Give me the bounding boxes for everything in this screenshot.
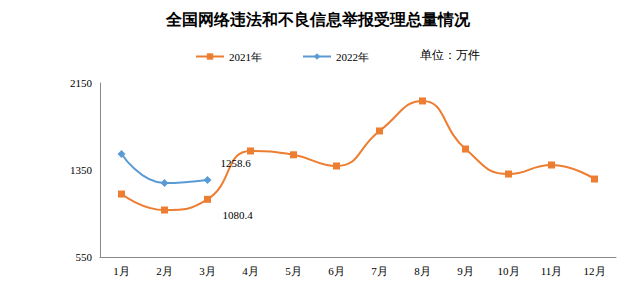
- svg-text:550: 550: [76, 251, 93, 263]
- svg-text:2022年: 2022年: [336, 51, 369, 63]
- svg-text:全国网络违法和不良信息举报受理总量情况: 全国网络违法和不良信息举报受理总量情况: [165, 11, 471, 28]
- svg-text:1月: 1月: [113, 265, 130, 277]
- svg-text:12月: 12月: [584, 265, 606, 277]
- svg-text:9月: 9月: [457, 265, 474, 277]
- svg-text:2150: 2150: [70, 77, 93, 89]
- svg-text:4月: 4月: [242, 265, 259, 277]
- svg-text:10月: 10月: [498, 265, 520, 277]
- svg-text:1080.4: 1080.4: [222, 209, 253, 221]
- svg-text:11月: 11月: [541, 265, 563, 277]
- svg-text:7月: 7月: [371, 265, 388, 277]
- svg-text:2月: 2月: [156, 265, 173, 277]
- svg-text:单位：万件: 单位：万件: [420, 48, 480, 62]
- svg-text:6月: 6月: [328, 265, 345, 277]
- svg-text:2021年: 2021年: [229, 51, 262, 63]
- svg-text:1350: 1350: [70, 164, 93, 176]
- svg-text:8月: 8月: [414, 265, 431, 277]
- svg-text:1258.6: 1258.6: [220, 157, 251, 169]
- svg-text:3月: 3月: [199, 265, 216, 277]
- svg-text:5月: 5月: [285, 265, 302, 277]
